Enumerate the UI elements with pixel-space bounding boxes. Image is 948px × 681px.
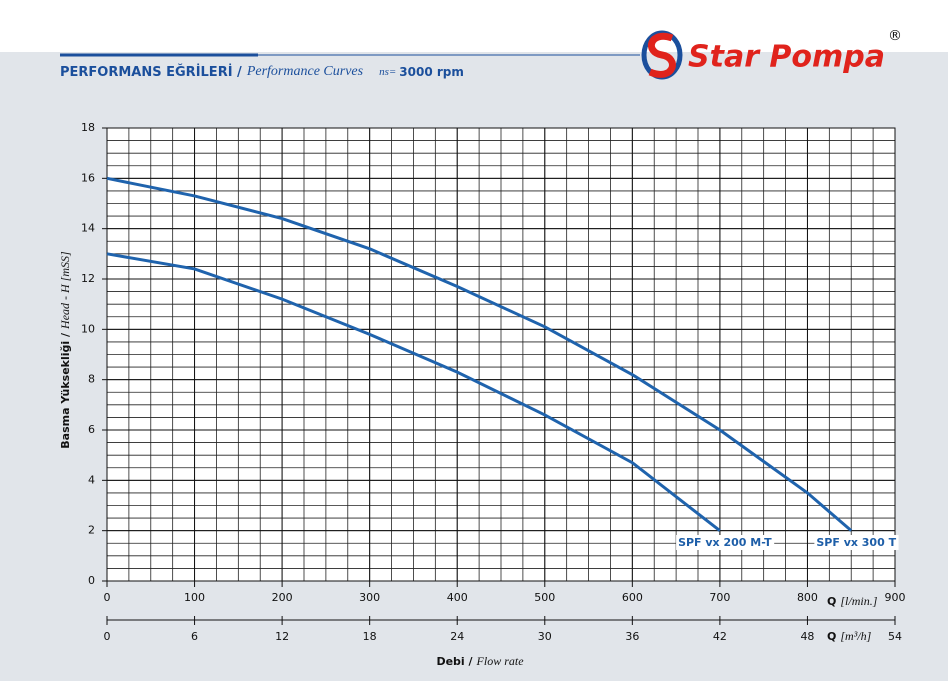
series-label-bg	[814, 535, 899, 550]
y-axis-label: Basma Yüksekliği / Head - H [mSS]	[58, 251, 72, 449]
logo-registered: ®	[888, 28, 902, 44]
x2-tick-label: 48	[800, 630, 814, 643]
x-tick-label: 400	[447, 591, 468, 604]
x2-tick-label: 30	[538, 630, 552, 643]
x2-tick-label: 18	[363, 630, 377, 643]
subtitle: Performance Curves	[246, 64, 364, 79]
y-tick-label: 6	[88, 423, 95, 436]
logo-text: Star Pompa	[688, 40, 885, 75]
x-tick-label: 300	[359, 591, 380, 604]
y-label-tr: Basma Yüksekliği /	[59, 332, 72, 449]
series-line	[106, 252, 721, 532]
x2-tick-label: 0	[104, 630, 111, 643]
x-tick-label: 600	[622, 591, 643, 604]
y-tick-label: 0	[88, 574, 95, 587]
series-label: SPF vx 200 M-T	[678, 536, 772, 549]
x2-tick-label: 42	[713, 630, 727, 643]
x2-label-symbol: Q	[827, 630, 836, 643]
y-tick-label: 18	[81, 121, 95, 134]
y-tick-label: 8	[88, 373, 95, 386]
y-label-en: Head - H [mSS]	[58, 251, 72, 330]
y-tick-label: 4	[88, 473, 95, 486]
x2-tick-label: 24	[450, 630, 464, 643]
y-tick-label: 2	[88, 524, 95, 537]
y-tick-label: 16	[81, 171, 95, 184]
x-tick-label: 100	[184, 591, 205, 604]
x2-tick-label: 6	[191, 630, 198, 643]
x2-label-unit: [m³/h]	[840, 629, 871, 643]
series-label-bg	[676, 535, 775, 550]
chart-title: PERFORMANS EĞRİLERİ / Performance Curves n…	[60, 64, 464, 80]
x2-tick-label: 54	[888, 630, 902, 643]
x-bottom-tr: Debi /	[436, 655, 473, 668]
series-line	[106, 176, 853, 532]
x-bottom-label: Debi / Flow rate	[436, 654, 524, 668]
speed-label: ns=	[379, 66, 396, 78]
speed: 3000 rpm	[399, 65, 464, 79]
x-label-unit: [l/min.]	[840, 594, 877, 608]
x2-axis-label: Q [m³/h]	[827, 629, 872, 643]
x-tick-label: 500	[534, 591, 555, 604]
x-tick-label: 800	[797, 591, 818, 604]
y-tick-label: 10	[81, 322, 95, 335]
title: PERFORMANS EĞRİLERİ /	[60, 64, 242, 80]
x-tick-label: 700	[709, 591, 730, 604]
series-label: SPF vx 300 T	[816, 536, 896, 549]
logo-icon	[648, 32, 676, 78]
x-label-symbol: Q	[827, 595, 836, 608]
x-tick-label: 200	[272, 591, 293, 604]
x-axis-label: Q [l/min.]	[827, 594, 878, 608]
x-bottom-en: Flow rate	[476, 654, 525, 668]
y-tick-label: 14	[81, 222, 95, 235]
logo: Star Pompa ®	[641, 28, 902, 80]
x2-tick-label: 12	[275, 630, 289, 643]
x2-tick-label: 36	[625, 630, 639, 643]
x-tick-label: 0	[104, 591, 111, 604]
x-tick-label: 900	[885, 591, 906, 604]
y-tick-label: 12	[81, 272, 95, 285]
